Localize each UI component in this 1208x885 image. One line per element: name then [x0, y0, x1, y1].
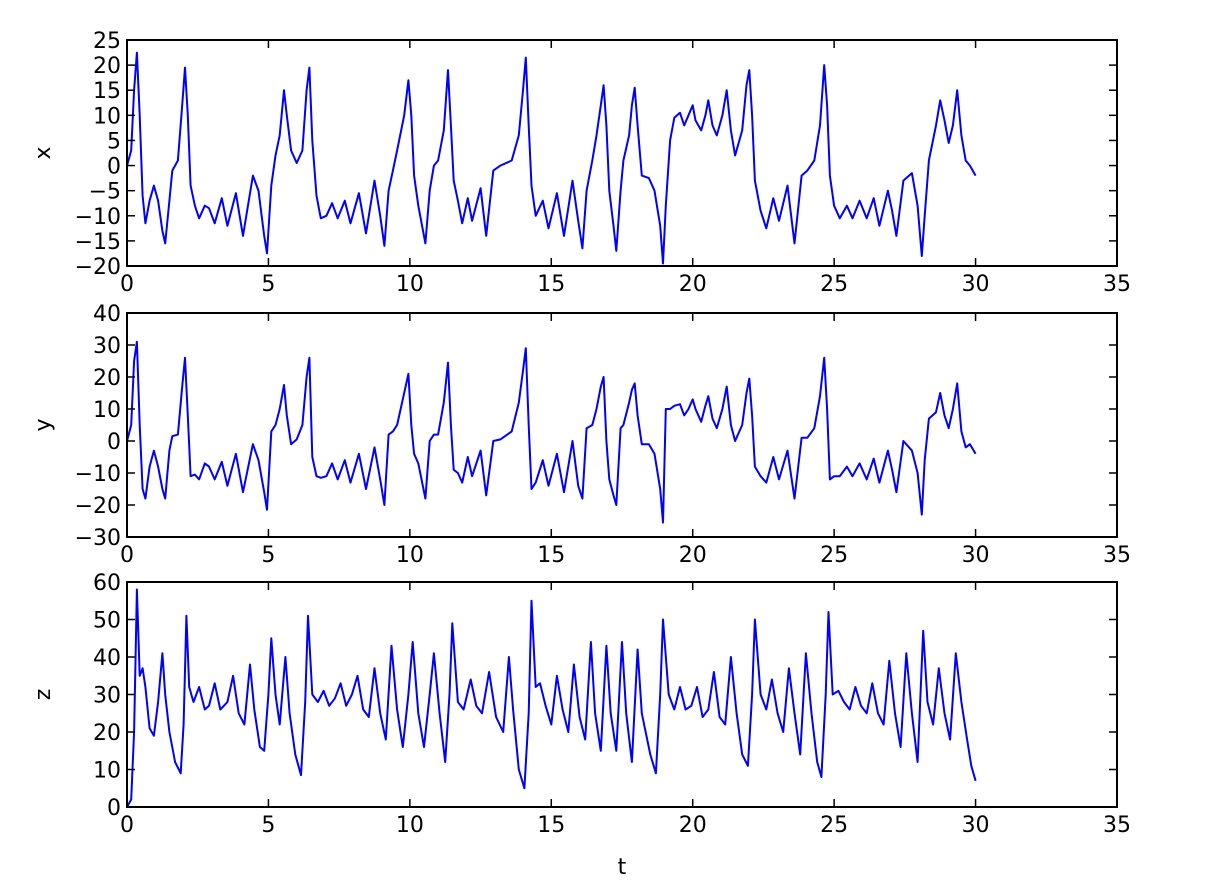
x-tick-label: 20 [679, 543, 707, 568]
y-tick-label: 30 [93, 684, 121, 709]
y-tick-label: 30 [93, 334, 121, 359]
y-tick-label: −15 [75, 230, 121, 255]
y-tick-label: 20 [93, 366, 121, 391]
series-line-y [126, 340, 977, 524]
series-line-z [126, 588, 977, 808]
x-tick-label: 25 [820, 813, 848, 838]
x-tick-label: 10 [396, 813, 424, 838]
y-tick-label: −20 [75, 494, 121, 519]
x-tick-label: 15 [537, 543, 565, 568]
x-tick-label: 15 [537, 272, 565, 297]
y-tick-label: −5 [89, 180, 121, 205]
y-tick-label: −20 [75, 255, 121, 280]
x-tick-label: 35 [1103, 813, 1131, 838]
y-tick-label: −10 [75, 205, 121, 230]
x-tick-label: 30 [962, 272, 990, 297]
x-tick-label: 0 [120, 272, 134, 297]
x-tick-label: 25 [820, 272, 848, 297]
x-tick-label: 10 [396, 543, 424, 568]
y-tick-label: 0 [107, 796, 121, 821]
x-tick-label: 5 [261, 272, 275, 297]
y-tick-label: 0 [107, 430, 121, 455]
x-tick-label: 35 [1103, 272, 1131, 297]
y-tick-label: 60 [93, 571, 121, 596]
series-line-x [126, 51, 977, 265]
y-tick-label: 5 [107, 129, 121, 154]
plot-frame [126, 312, 1118, 538]
y-tick-label: 10 [93, 759, 121, 784]
y-tick-label: 10 [93, 104, 121, 129]
x-tick-label: 15 [537, 813, 565, 838]
y-tick-label: −30 [75, 526, 121, 551]
subplot-z: 0 5 10 15 20 25 30 35 0 10 20 30 40 50 60 z [31, 571, 1131, 838]
x-tick-label: 20 [679, 813, 707, 838]
y-tick-label: 40 [93, 646, 121, 671]
y-tick-label: −10 [75, 462, 121, 487]
y-tick-label: 20 [93, 721, 121, 746]
x-tick-label: 30 [962, 543, 990, 568]
x-tick-label: 10 [396, 272, 424, 297]
x-tick-label: 20 [679, 272, 707, 297]
x-tick-label: 0 [120, 813, 134, 838]
y-axis-label-y: y [31, 418, 56, 431]
x-tick-label: 5 [261, 813, 275, 838]
y-tick-label: 10 [93, 398, 121, 423]
x-axis-label-t: t [618, 855, 627, 880]
x-tick-label: 30 [962, 813, 990, 838]
y-tick-label: 25 [93, 29, 121, 54]
x-tick-label: 35 [1103, 543, 1131, 568]
y-tick-label: 50 [93, 609, 121, 634]
y-axis-label-x: x [31, 146, 56, 159]
y-tick-label: 15 [93, 79, 121, 104]
plot-frame [126, 39, 1118, 267]
y-tick-label: 0 [107, 155, 121, 180]
y-axis-label-z: z [31, 689, 56, 701]
y-tick-label: 40 [93, 302, 121, 327]
y-tick-label: 20 [93, 54, 121, 79]
x-tick-label: 25 [820, 543, 848, 568]
subplot-y: 0 5 10 15 20 25 30 35 −30 −20 −10 0 10 20 30 40 y [31, 302, 1131, 568]
x-tick-label: 5 [261, 543, 275, 568]
x-tick-label: 0 [120, 543, 134, 568]
